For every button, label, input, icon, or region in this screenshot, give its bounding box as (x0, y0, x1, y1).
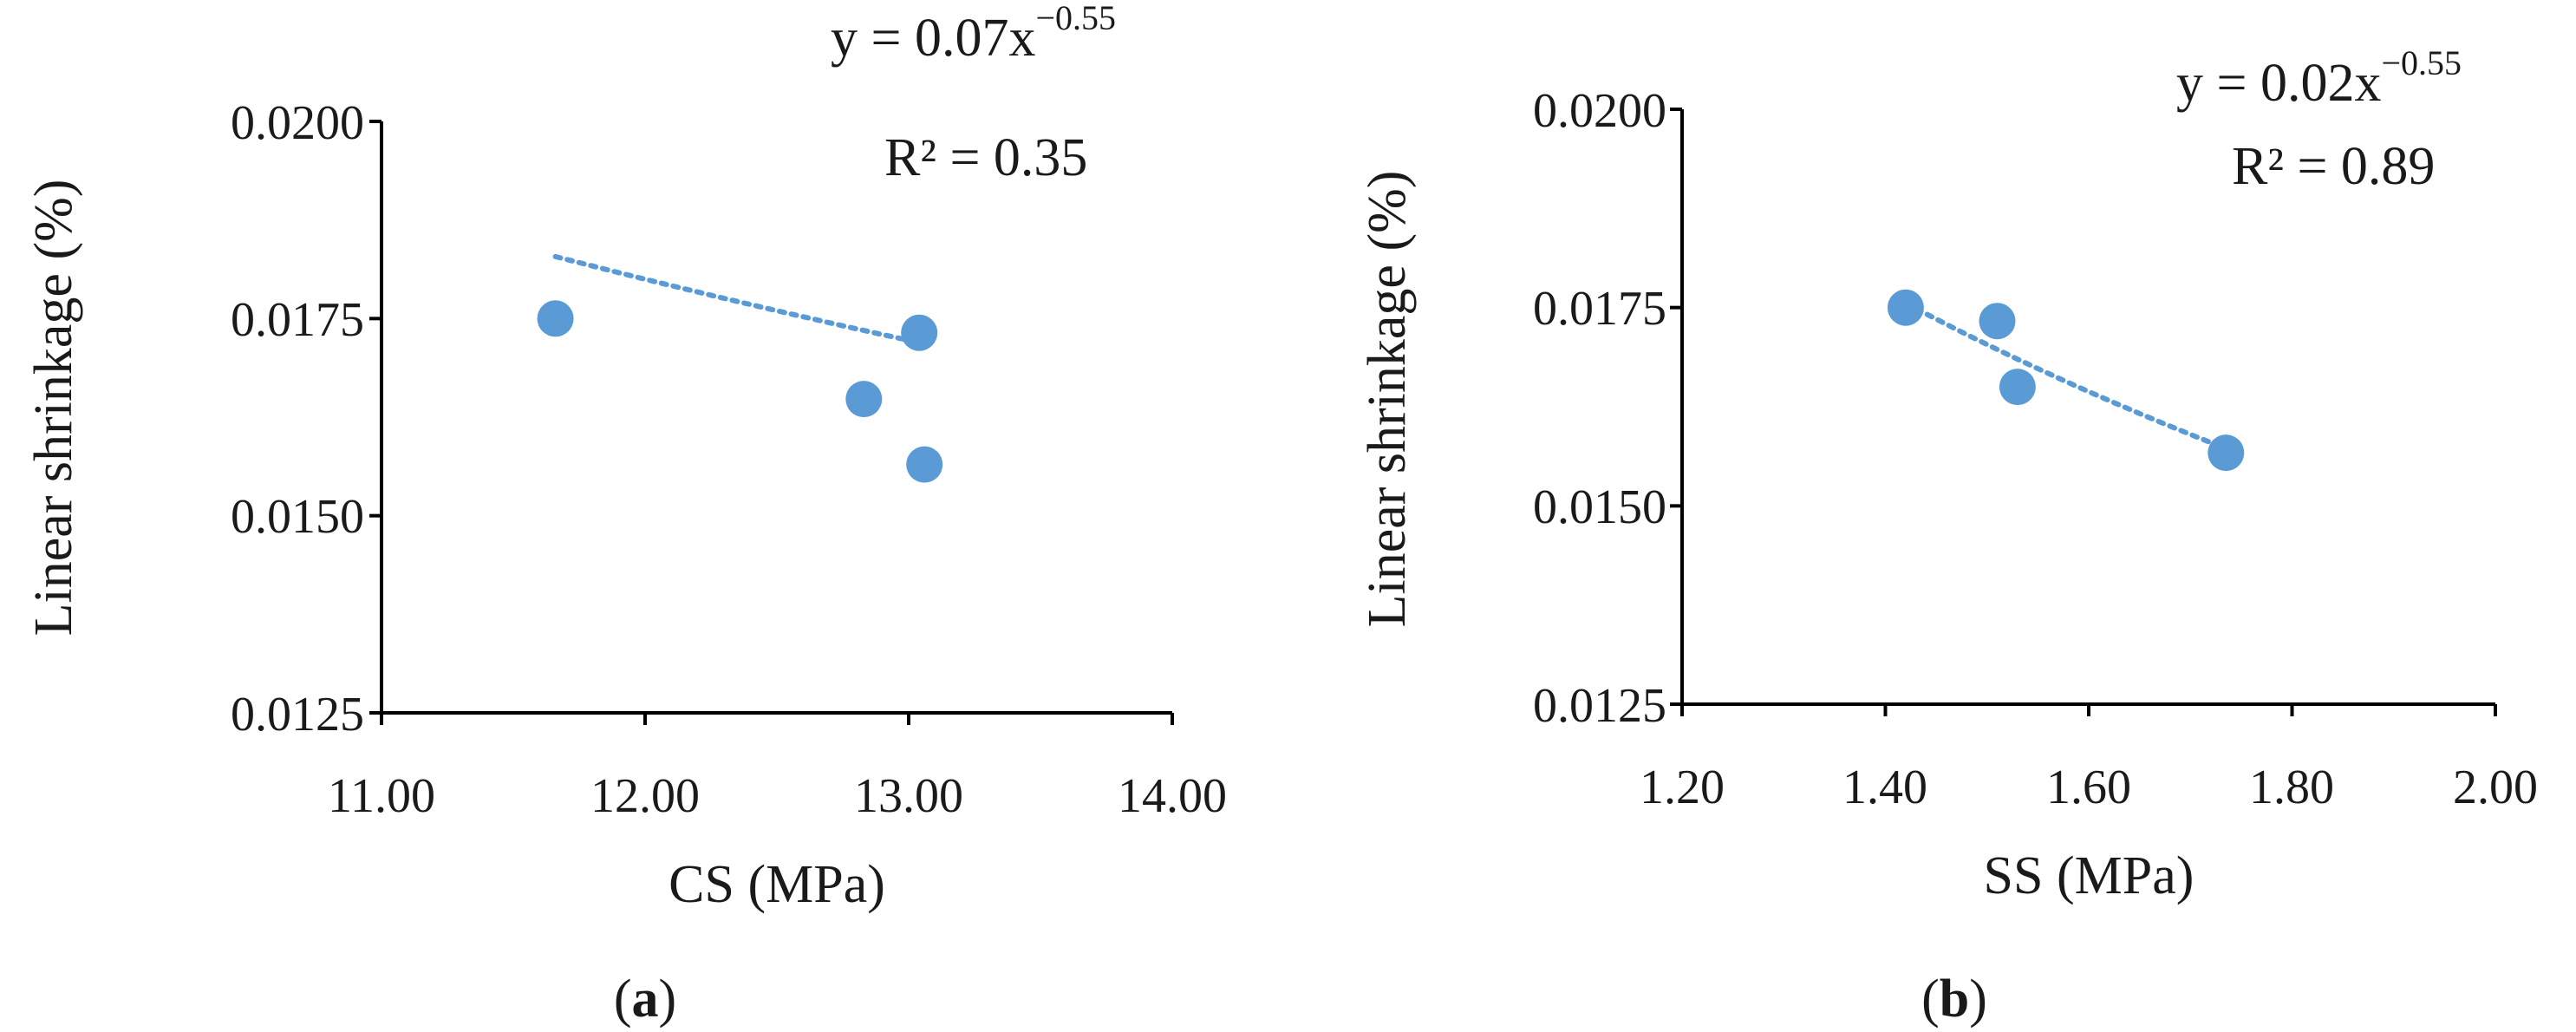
equation-exponent: −0.55 (2381, 43, 2462, 82)
x-tick-label: 1.40 (1842, 761, 1927, 814)
y-tick-label: 0.0200 (231, 96, 364, 150)
y-axis-title: Linear shrinkage (%) (1358, 171, 1417, 628)
data-point (537, 300, 574, 337)
data-point (1999, 369, 2036, 406)
data-point (845, 381, 883, 418)
y-tick-label: 0.0175 (231, 293, 364, 347)
y-tick-label: 0.0150 (1533, 480, 1666, 534)
trend-equation: y = 0.02x−0.55 (2176, 43, 2462, 113)
trend-equation: y = 0.07x−0.55 (831, 0, 1116, 68)
y-tick-label: 0.0125 (231, 688, 364, 741)
panel-a: 0.0200 0.0175 0.0150 0.0125 11.00 12.00 … (24, 0, 1227, 1029)
x-tick-marks-b (1680, 704, 2497, 716)
plot-area-a (537, 253, 943, 483)
data-point (2208, 434, 2245, 472)
data-point (901, 314, 938, 351)
panel-b: 0.0200 0.0175 0.0150 0.0125 1.20 1.40 1.… (1358, 43, 2538, 1029)
trendline (552, 253, 928, 347)
x-tick-marks-a (380, 713, 1174, 725)
data-point (906, 446, 943, 483)
data-point (1887, 289, 1924, 326)
r-squared: R² = 0.35 (884, 128, 1087, 187)
equation-exponent: −0.55 (1035, 0, 1116, 37)
panel-label-a: (a) (614, 970, 676, 1029)
trendline (1902, 300, 2229, 452)
y-tick-label: 0.0125 (1533, 679, 1666, 733)
plot-area-b (1887, 289, 2245, 472)
y-tick-marks-a (369, 120, 382, 715)
x-tick-label: 14.00 (1118, 769, 1227, 823)
x-axis-title: SS (MPa) (1984, 846, 2194, 905)
panel-label-b: (b) (1921, 970, 1987, 1029)
x-tick-label: 13.00 (854, 769, 963, 823)
x-tick-label: 1.60 (2046, 761, 2131, 814)
x-axis-title: CS (MPa) (668, 855, 885, 914)
x-tick-label: 1.80 (2249, 761, 2334, 814)
x-tick-label: 2.00 (2453, 761, 2538, 814)
x-tick-label: 1.20 (1640, 761, 1725, 814)
x-tick-label: 12.00 (590, 769, 700, 823)
y-tick-label: 0.0150 (231, 490, 364, 544)
r-squared: R² = 0.89 (2232, 137, 2435, 196)
equation-base: y = 0.07x (831, 9, 1035, 68)
data-point (1979, 303, 2016, 340)
equation-base: y = 0.02x (2176, 54, 2381, 113)
x-tick-label: 11.00 (328, 769, 435, 823)
y-axis-title: Linear shrinkage (%) (24, 180, 83, 637)
y-tick-marks-b (1670, 108, 1682, 706)
y-tick-label: 0.0175 (1533, 282, 1666, 336)
y-tick-label: 0.0200 (1533, 84, 1666, 138)
